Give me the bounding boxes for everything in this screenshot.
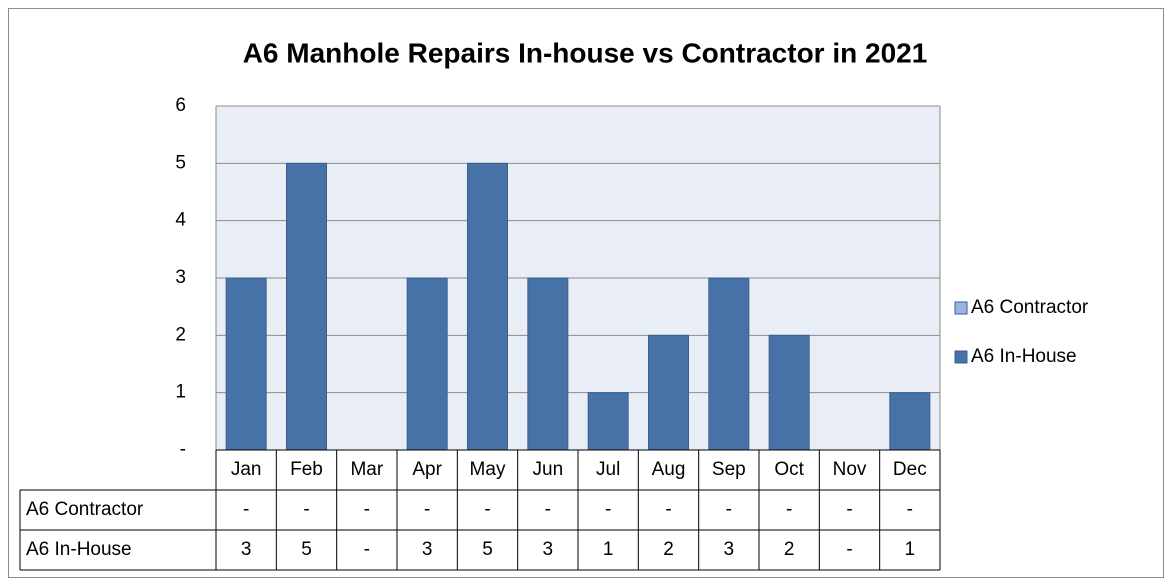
x-tick-label: Sep — [712, 459, 746, 480]
bar — [768, 334, 810, 451]
table-value: - — [907, 499, 913, 520]
table-value: 5 — [301, 539, 312, 560]
table-value: 3 — [724, 539, 735, 560]
x-tick-label: Nov — [833, 459, 867, 480]
table-value: 3 — [422, 539, 433, 560]
y-tick-label: 4 — [175, 210, 186, 231]
table-value: 3 — [241, 539, 252, 560]
table-row-header: A6 Contractor — [26, 499, 144, 520]
table-value: - — [846, 539, 852, 560]
x-tick-label: Dec — [893, 459, 927, 480]
legend-label: A6 Contractor — [971, 297, 1089, 318]
table-value: 2 — [784, 539, 795, 560]
bar — [225, 277, 267, 451]
y-tick-label: 6 — [175, 95, 186, 116]
table-value: 1 — [905, 539, 916, 560]
legend-key — [954, 350, 968, 364]
table-value: 3 — [543, 539, 554, 560]
y-tick-label: 3 — [175, 267, 186, 288]
x-tick-label: Apr — [412, 459, 442, 480]
chart-title: A6 Manhole Repairs In-house vs Contracto… — [243, 37, 928, 68]
y-tick-label: 5 — [175, 152, 186, 173]
legend-key — [954, 301, 968, 315]
y-tick-label: 2 — [175, 324, 186, 345]
x-tick-label: Jul — [596, 459, 620, 480]
bar — [406, 277, 448, 451]
table-value: - — [424, 499, 430, 520]
x-tick-label: Feb — [290, 459, 323, 480]
y-tick-label: 1 — [175, 382, 186, 403]
table-row-header: A6 In-House — [26, 539, 132, 560]
bar — [648, 334, 689, 451]
table-value: - — [665, 499, 671, 520]
table-value: - — [364, 539, 370, 560]
table-value: - — [726, 499, 732, 520]
table-value: - — [484, 499, 490, 520]
table-value: - — [846, 499, 852, 520]
table-value: - — [545, 499, 551, 520]
x-tick-label: Jan — [231, 459, 262, 480]
bar — [587, 392, 629, 451]
bar — [286, 162, 327, 451]
table-value: - — [303, 499, 309, 520]
x-tick-label: Aug — [652, 459, 686, 480]
x-tick-label: May — [470, 459, 506, 480]
bar — [708, 277, 750, 451]
table-value: - — [243, 499, 249, 520]
legend-label: A6 In-House — [971, 346, 1077, 367]
table-value: - — [605, 499, 611, 520]
bar — [467, 162, 508, 451]
bar — [527, 277, 569, 451]
x-tick-label: Mar — [350, 459, 383, 480]
table-value: 1 — [603, 539, 614, 560]
y-tick-label: - — [180, 439, 186, 460]
table-value: - — [364, 499, 370, 520]
table-value: 2 — [663, 539, 674, 560]
x-tick-label: Jun — [533, 459, 564, 480]
table-value: 5 — [482, 539, 493, 560]
bar — [889, 392, 931, 451]
table-value: - — [786, 499, 792, 520]
x-tick-label: Oct — [774, 459, 804, 480]
